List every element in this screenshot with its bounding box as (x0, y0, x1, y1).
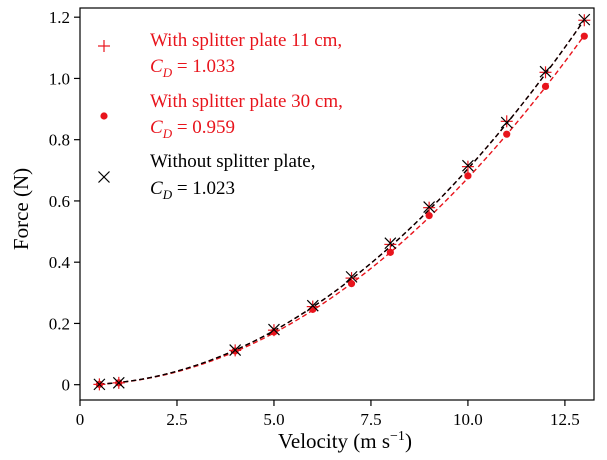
fit-curve-series-1 (99, 34, 585, 385)
legend-marker-x (98, 171, 110, 183)
x-stroke-b (268, 323, 280, 336)
legend-cd-splitter-11cm: CD = 1.033 (150, 56, 235, 80)
data-point-series-0 (461, 160, 474, 173)
x-stroke-b (345, 270, 358, 283)
y-axis-label: Force (N) (9, 168, 33, 250)
data-point-series-2 (93, 378, 106, 391)
x-stroke-b (578, 13, 591, 26)
x-axis-ticks: 0 2.5 5.0 7.5 10.0 12.5 (76, 400, 580, 429)
data-point-series-2 (112, 376, 125, 389)
legend-entry-splitter-11cm: With splitter plate 11 cm, CD = 1.033 (98, 30, 342, 80)
y-axis-ticks: 0 0.2 0.4 0.6 0.8 1.0 1.2 (49, 8, 80, 395)
data-point-series-2 (578, 13, 591, 26)
data-point-series-1 (503, 130, 511, 138)
data-point-series-2 (306, 299, 319, 312)
data-point-series-1 (270, 328, 278, 336)
data-markers (93, 13, 591, 391)
data-point-series-1 (347, 280, 356, 288)
fit-curves (99, 19, 585, 385)
x-axis-label: Velocity (m s−1) (278, 429, 412, 453)
x-stroke-b (500, 116, 513, 129)
data-point-series-0 (500, 115, 513, 128)
data-point-series-0 (384, 238, 397, 251)
legend-cd-splitter-30cm: CD = 0.959 (150, 117, 235, 141)
x-tick-label: 12.5 (550, 410, 580, 429)
data-point-series-1 (386, 248, 394, 256)
data-point-series-1 (425, 212, 433, 220)
y-tick-label: 0 (62, 376, 71, 395)
data-point-series-2 (500, 116, 513, 129)
x-tick-label: 10.0 (453, 410, 483, 429)
legend-marker-series-1 (100, 112, 108, 120)
data-point-series-1 (464, 172, 472, 180)
legend-marker-dot (100, 112, 108, 120)
y-tick-label: 0.8 (49, 131, 70, 150)
legend-label-no-splitter: Without splitter plate, (150, 151, 315, 172)
y-tick-label: 0.6 (49, 192, 70, 211)
x-stroke-b (462, 159, 474, 172)
data-point-series-1 (580, 32, 588, 40)
x-stroke-b (112, 376, 125, 389)
x-tick-label: 0 (76, 410, 85, 429)
legend-entry-splitter-30cm: With splitter plate 30 cm, CD = 0.959 (100, 91, 343, 141)
data-point-series-1 (309, 305, 317, 313)
legend-marker-series-0 (98, 40, 110, 52)
x-stroke-b (306, 299, 319, 312)
data-point-series-2 (229, 344, 242, 357)
x-stroke-b (384, 237, 397, 250)
legend-cd-no-splitter: CD = 1.023 (150, 178, 235, 202)
data-point-series-1 (541, 82, 550, 90)
y-tick-label: 0.2 (49, 314, 70, 333)
legend-label-splitter-11cm: With splitter plate 11 cm, (150, 30, 342, 51)
x-stroke-b (539, 65, 552, 78)
fit-curve-series-2 (99, 19, 585, 385)
x-stroke-b (93, 378, 106, 391)
data-point-series-2 (462, 159, 474, 172)
y-tick-label: 1.0 (49, 69, 70, 88)
data-point-series-2 (539, 65, 552, 78)
legend-entry-no-splitter: Without splitter plate, CD = 1.023 (98, 151, 315, 202)
x-stroke-b (229, 344, 242, 357)
data-point-series-1 (231, 347, 239, 355)
x-tick-label: 2.5 (166, 410, 187, 429)
legend-label-splitter-30cm: With splitter plate 30 cm, (150, 91, 343, 112)
y-tick-label: 1.2 (49, 8, 70, 27)
legend-marker-plus (98, 40, 110, 52)
data-point-series-2 (268, 323, 280, 336)
x-stroke-b (98, 171, 110, 183)
x-tick-label: 7.5 (360, 410, 381, 429)
legend: With splitter plate 11 cm, CD = 1.033 Wi… (98, 30, 343, 202)
legend-marker-series-2 (98, 171, 110, 183)
x-tick-label: 5.0 (263, 410, 284, 429)
y-tick-label: 0.4 (49, 253, 71, 272)
data-point-series-2 (423, 201, 436, 213)
data-point-series-2 (384, 237, 397, 250)
data-point-series-2 (345, 270, 358, 283)
plot-frame (79, 7, 595, 401)
x-stroke-b (423, 201, 436, 213)
